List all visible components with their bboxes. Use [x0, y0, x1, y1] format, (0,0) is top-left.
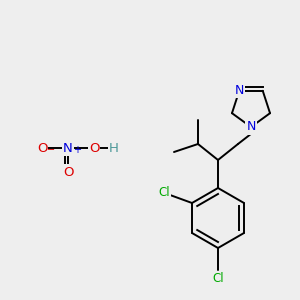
- Text: O: O: [37, 142, 47, 154]
- Text: −: −: [47, 145, 55, 155]
- Text: N: N: [246, 121, 256, 134]
- Text: H: H: [109, 142, 119, 154]
- Text: Cl: Cl: [158, 187, 170, 200]
- Text: O: O: [63, 166, 73, 178]
- Text: N: N: [63, 142, 73, 154]
- Text: Cl: Cl: [212, 272, 224, 284]
- Text: O: O: [89, 142, 99, 154]
- Text: +: +: [73, 145, 81, 155]
- Text: N: N: [235, 84, 244, 97]
